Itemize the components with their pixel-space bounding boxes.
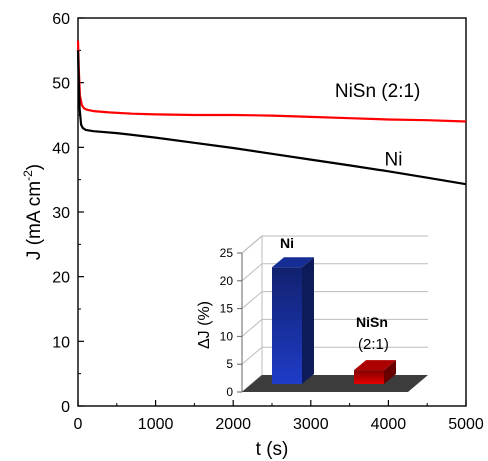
inset-grid-diagonal <box>241 291 263 309</box>
y-tick-label: 20 <box>52 270 70 287</box>
x-tick-label: 3000 <box>293 416 329 433</box>
x-tick-label: 2000 <box>215 416 251 433</box>
x-tick-label: 0 <box>74 416 83 433</box>
y-tick-label: 0 <box>61 399 70 416</box>
inset-y-tick-label: 20 <box>220 274 234 288</box>
y-tick-label: 40 <box>52 140 70 157</box>
y-tick-label: 60 <box>52 11 70 28</box>
inset-y-tick-label: 0 <box>226 385 233 399</box>
y-axis-label-superscript: -2 <box>21 170 35 181</box>
inset-grid-diagonal <box>241 319 263 337</box>
inset-y-axis-label: ΔJ (%) <box>196 301 213 349</box>
inset-bar <box>272 267 302 384</box>
y-tick-label: 30 <box>52 205 70 222</box>
inset-bar-top <box>354 360 396 371</box>
inset-y-tick-label: 5 <box>226 357 233 371</box>
inset-bar-side <box>384 360 396 384</box>
inset-bar-labels: Ni NiSn (2:1) <box>280 235 389 353</box>
inset-bar-label: NiSn <box>356 314 388 330</box>
inset-y-tick-label: 15 <box>220 302 234 316</box>
inset-bar-top <box>272 257 314 268</box>
y-axis-label: J (mA cm-2) <box>21 164 45 260</box>
y-tick-label: 10 <box>52 334 70 351</box>
y-axis-label-close: ) <box>24 164 45 170</box>
inset-floor <box>242 375 428 392</box>
inset-y-tick-label: 10 <box>220 329 234 343</box>
series-lines <box>76 40 467 186</box>
y-tick-label: 50 <box>52 76 70 93</box>
x-axis-ticks: 0 1000 2000 3000 4000 5000 <box>74 400 484 433</box>
x-tick-label: 1000 <box>138 416 174 433</box>
series-label: NiSn (2:1) <box>335 81 421 102</box>
inset-bars <box>272 257 396 384</box>
series-line-nisn-2-1 <box>76 40 467 123</box>
inset-grid-diagonal <box>241 263 263 282</box>
x-tick-label: 4000 <box>371 416 407 433</box>
inset-grid-diagonal <box>241 346 263 365</box>
inset-bar-label: Ni <box>280 235 294 251</box>
inset-bar-sublabel: (2:1) <box>358 336 389 353</box>
inset-gridlines <box>241 235 428 365</box>
inset-bar <box>354 370 384 384</box>
series-line-ni <box>76 50 467 186</box>
inset-bar-side <box>302 257 314 384</box>
series-labels: NiSn (2:1) Ni <box>335 81 421 171</box>
series-label: Ni <box>385 149 403 170</box>
inset-grid-diagonal <box>241 235 263 254</box>
inset-bar-chart: 0 5 10 15 20 25 Ni NiSn (2:1) ΔJ (%) <box>196 234 428 399</box>
inset-back-wall <box>241 234 263 394</box>
y-axis-label-base: J (mA cm <box>24 181 45 260</box>
inset-y-tick-label: 25 <box>220 246 234 260</box>
inset-y-ticks: 0 5 10 15 20 25 <box>220 246 242 399</box>
y-axis-ticks: 0 10 20 30 40 50 60 <box>52 11 84 416</box>
x-axis-label: t (s) <box>256 439 289 460</box>
x-tick-label: 5000 <box>448 416 484 433</box>
